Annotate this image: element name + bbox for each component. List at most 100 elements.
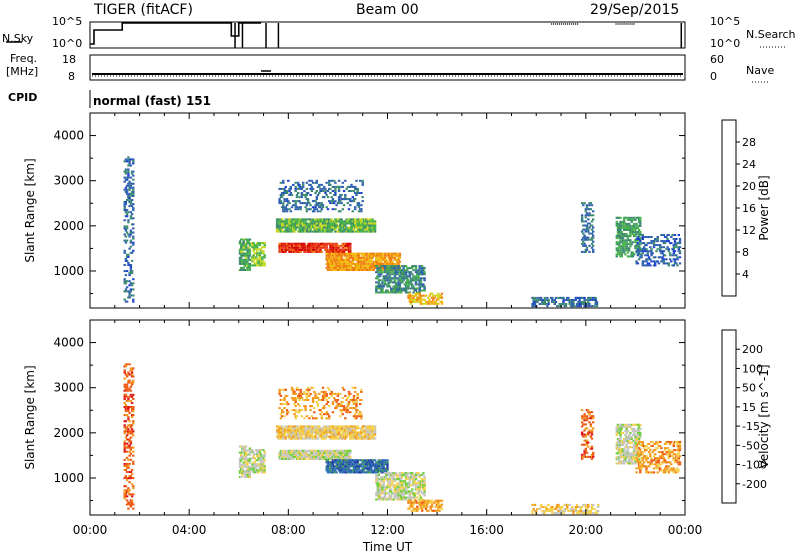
data-cell bbox=[382, 498, 385, 501]
data-cell bbox=[319, 246, 322, 249]
data-cell bbox=[299, 206, 302, 209]
data-cell bbox=[340, 425, 343, 428]
data-cell bbox=[295, 397, 299, 399]
data-cell bbox=[373, 437, 377, 440]
data-cell bbox=[583, 296, 586, 299]
data-cell bbox=[243, 459, 247, 462]
data-cell bbox=[337, 252, 341, 255]
data-cell bbox=[313, 390, 316, 393]
data-cell bbox=[323, 224, 326, 227]
data-cell bbox=[289, 192, 292, 194]
data-cell bbox=[663, 254, 667, 257]
data-cell bbox=[391, 254, 394, 257]
data-cell bbox=[618, 251, 621, 254]
data-cell bbox=[414, 265, 418, 268]
data-cell bbox=[294, 435, 297, 438]
data-cell bbox=[284, 192, 287, 194]
data-cell bbox=[284, 388, 287, 391]
data-cell bbox=[325, 455, 328, 458]
data-cell bbox=[279, 403, 283, 406]
data-cell bbox=[128, 247, 131, 250]
data-cell bbox=[246, 269, 249, 271]
data-cell bbox=[354, 407, 357, 410]
data-cell bbox=[316, 457, 320, 460]
data-cell bbox=[345, 457, 348, 460]
data-cell bbox=[128, 194, 131, 197]
data-cell bbox=[678, 242, 682, 245]
data-cell bbox=[406, 474, 409, 477]
data-cell bbox=[251, 463, 254, 466]
data-cell bbox=[333, 471, 336, 474]
data-cell bbox=[304, 222, 307, 225]
data-cell bbox=[388, 488, 392, 491]
data-cell bbox=[662, 234, 666, 236]
data-cell bbox=[129, 164, 133, 167]
data-cell bbox=[257, 449, 260, 452]
data-cell bbox=[404, 486, 408, 489]
data-cell bbox=[302, 399, 305, 401]
data-cell bbox=[383, 281, 387, 284]
data-cell bbox=[397, 496, 400, 499]
data-cell bbox=[392, 472, 395, 475]
data-cell bbox=[417, 482, 420, 485]
data-cell bbox=[315, 208, 318, 211]
data-cell bbox=[340, 185, 343, 188]
data-cell bbox=[641, 262, 644, 265]
data-cell bbox=[304, 405, 307, 408]
data-cell bbox=[128, 438, 131, 441]
data-cell bbox=[416, 482, 419, 485]
data-cell bbox=[630, 220, 633, 223]
data-cell bbox=[414, 269, 418, 272]
data-cell bbox=[583, 242, 586, 245]
data-cell bbox=[125, 270, 129, 273]
data-cell bbox=[285, 453, 289, 456]
data-cell bbox=[129, 448, 133, 451]
data-cell bbox=[363, 226, 367, 229]
data-cell bbox=[278, 220, 281, 223]
data-cell bbox=[341, 461, 344, 464]
data-cell bbox=[337, 425, 341, 428]
data-cell bbox=[123, 369, 126, 372]
data-cell bbox=[373, 467, 377, 470]
data-cell bbox=[341, 224, 344, 227]
data-cell bbox=[127, 253, 130, 256]
data-cell bbox=[404, 472, 408, 475]
data-cell bbox=[378, 262, 382, 265]
data-cell bbox=[652, 242, 656, 245]
data-cell bbox=[323, 392, 326, 395]
data-cell bbox=[311, 397, 315, 399]
data-cell bbox=[309, 425, 312, 428]
data-cell bbox=[409, 474, 413, 477]
data-cell bbox=[632, 224, 636, 227]
data-cell bbox=[376, 262, 379, 265]
data-cell bbox=[650, 248, 653, 251]
data-cell bbox=[381, 486, 384, 489]
data-cell bbox=[411, 283, 414, 286]
data-cell bbox=[340, 258, 343, 261]
data-cell bbox=[404, 478, 408, 481]
data-cell bbox=[303, 392, 306, 395]
data-cell bbox=[339, 459, 342, 462]
data-cell bbox=[345, 269, 348, 271]
data-cell bbox=[331, 401, 335, 403]
data-cell bbox=[323, 394, 326, 397]
data-cell bbox=[248, 250, 252, 253]
data-cell bbox=[287, 411, 290, 414]
data-cell bbox=[376, 463, 379, 466]
data-cell bbox=[351, 433, 354, 436]
data-cell bbox=[127, 174, 130, 177]
data-cell bbox=[314, 437, 317, 440]
data-cell bbox=[316, 433, 320, 436]
data-cell bbox=[263, 455, 266, 458]
data-cell bbox=[319, 451, 322, 454]
data-cell bbox=[127, 255, 130, 258]
data-cell bbox=[342, 455, 346, 458]
data-cell bbox=[124, 464, 128, 467]
data-cell bbox=[125, 239, 129, 242]
data-cell bbox=[376, 490, 379, 493]
data-cell bbox=[411, 476, 414, 479]
data-cell bbox=[128, 471, 131, 473]
data-cell bbox=[313, 200, 316, 203]
data-cell bbox=[308, 226, 311, 229]
data-cell bbox=[284, 224, 287, 227]
